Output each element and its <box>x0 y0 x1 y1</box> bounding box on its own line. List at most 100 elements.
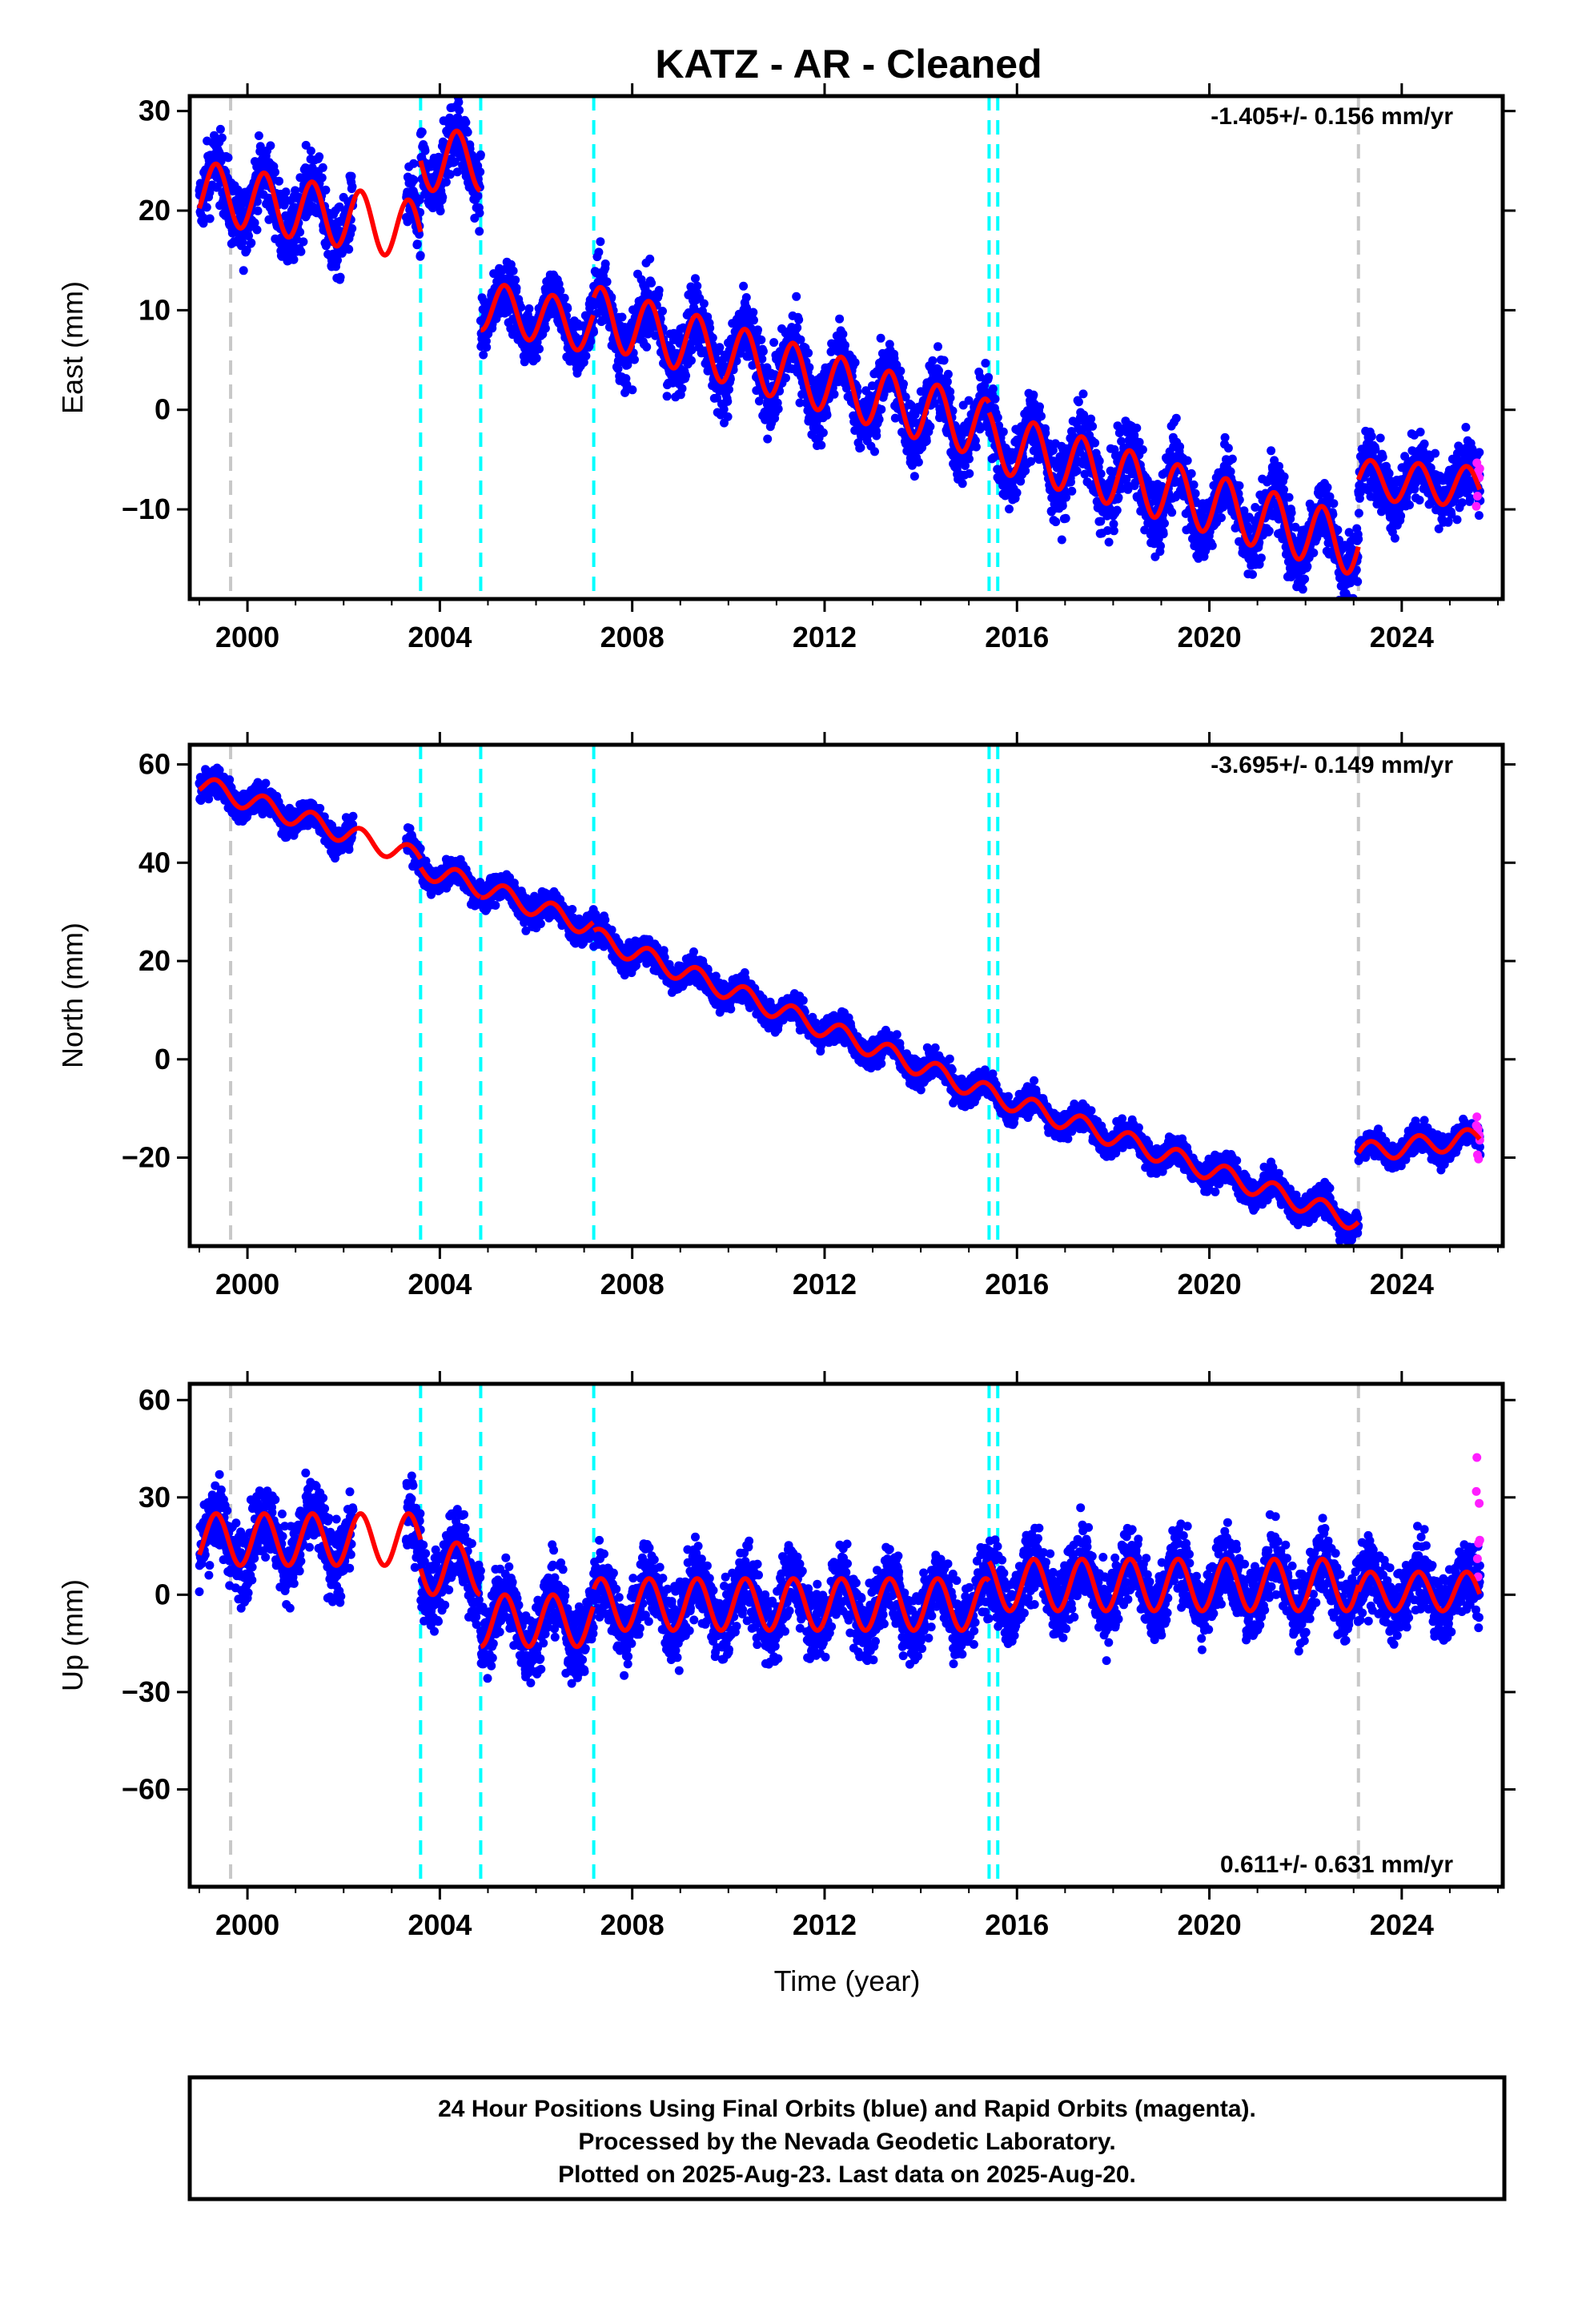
data-point <box>1005 505 1014 514</box>
data-point <box>993 412 1002 422</box>
data-point <box>1396 511 1406 521</box>
data-point <box>479 350 488 360</box>
data-point <box>1384 468 1394 478</box>
data-point <box>742 304 752 313</box>
data-point <box>463 127 472 137</box>
data-point <box>255 142 265 151</box>
data-point <box>1239 506 1249 516</box>
data-point <box>436 207 445 215</box>
plot-area <box>195 96 1485 599</box>
data-point <box>253 206 263 215</box>
data-point <box>333 255 342 265</box>
data-point <box>654 286 664 295</box>
data-point <box>1367 432 1376 441</box>
data-point <box>1104 537 1114 547</box>
data-point <box>910 410 920 420</box>
data-point <box>1220 432 1230 442</box>
data-point <box>409 159 419 168</box>
data-point <box>934 366 943 376</box>
data-point <box>1415 496 1424 505</box>
data-point <box>645 254 655 263</box>
data-point <box>687 356 696 365</box>
data-point <box>296 247 306 256</box>
data-point <box>347 223 357 233</box>
data-point <box>1096 469 1106 479</box>
data-point <box>261 778 271 788</box>
data-point <box>1079 410 1089 420</box>
data-point <box>1090 438 1100 448</box>
data-point <box>942 377 952 387</box>
data-point <box>934 342 942 352</box>
data-point <box>723 412 733 421</box>
data-point <box>713 393 722 403</box>
data-point <box>1094 456 1104 466</box>
data-point <box>658 307 667 316</box>
data-point <box>1207 541 1217 550</box>
data-point <box>596 237 605 247</box>
data-point <box>301 140 311 150</box>
data-point <box>412 239 422 249</box>
data-point <box>291 186 300 195</box>
data-point <box>946 393 955 403</box>
data-point <box>1431 448 1440 458</box>
data-point <box>581 352 591 360</box>
data-point <box>1264 526 1274 536</box>
data-point <box>415 195 424 205</box>
data-point <box>244 231 253 241</box>
data-point <box>476 167 485 177</box>
data-point <box>1191 489 1200 498</box>
data-point <box>841 340 849 350</box>
y-tick-label: 10 <box>139 293 171 326</box>
data-point <box>930 399 939 408</box>
data-point <box>870 447 879 456</box>
data-point <box>1123 485 1133 494</box>
data-point <box>1021 466 1030 476</box>
data-point <box>250 218 259 227</box>
data-point <box>1309 548 1319 557</box>
data-point <box>512 283 521 293</box>
data-point <box>199 213 208 223</box>
rapid-point <box>1472 492 1482 501</box>
data-point <box>415 230 424 239</box>
data-point <box>299 237 308 247</box>
data-point <box>1114 493 1123 502</box>
data-point <box>1270 456 1279 465</box>
data-point <box>461 118 471 127</box>
x-tick-label: 2004 <box>408 621 472 653</box>
data-point <box>769 338 779 348</box>
data-point <box>906 400 916 410</box>
data-point <box>677 384 687 393</box>
data-point <box>1354 509 1363 518</box>
data-point <box>725 384 733 394</box>
data-point <box>990 394 1000 404</box>
data-point <box>817 440 826 450</box>
data-point <box>829 389 839 399</box>
data-point <box>416 251 425 260</box>
data-point <box>215 124 225 134</box>
data-point <box>1026 456 1036 466</box>
data-point <box>1371 444 1380 454</box>
data-point <box>1466 493 1475 503</box>
data-point <box>754 396 764 406</box>
data-point <box>455 106 464 115</box>
data-point <box>1419 439 1429 448</box>
data-point <box>420 146 430 155</box>
data-point <box>1057 535 1066 545</box>
x-tick-label: 2000 <box>215 621 279 653</box>
data-point <box>890 413 900 423</box>
x-tick-label: 2020 <box>1178 621 1242 653</box>
data-point <box>1102 526 1112 535</box>
data-point <box>705 324 715 333</box>
data-point <box>804 348 813 358</box>
data-point <box>1109 526 1118 536</box>
data-point <box>1138 445 1147 454</box>
data-point <box>793 323 802 332</box>
data-point <box>795 398 805 408</box>
data-point <box>1279 485 1288 494</box>
data-point <box>647 278 656 287</box>
data-point <box>1353 577 1363 586</box>
data-point <box>1457 498 1467 508</box>
data-point <box>254 131 263 140</box>
plot-frame <box>187 94 1505 601</box>
data-point <box>247 238 256 247</box>
